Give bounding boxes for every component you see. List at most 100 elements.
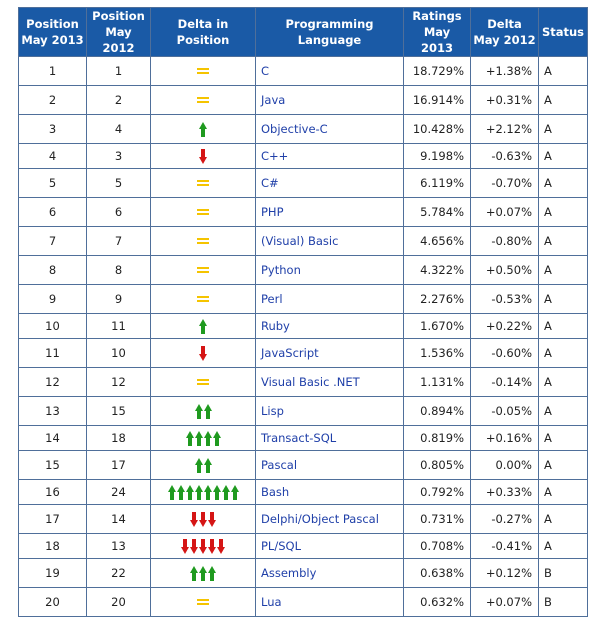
delta-indicator [151, 505, 255, 533]
arrow-down-icon [199, 538, 207, 554]
language-link[interactable]: Python [255, 255, 404, 285]
delta-position-cell [150, 313, 256, 339]
delta-position-cell [150, 558, 256, 588]
status-cell: A [538, 338, 588, 368]
status-cell: A [538, 450, 588, 480]
arrow-up-icon [199, 318, 207, 334]
language-link[interactable]: Visual Basic .NET [255, 367, 404, 397]
delta-indicator [151, 86, 255, 114]
language-link[interactable]: C# [255, 168, 404, 198]
language-link[interactable]: Lisp [255, 396, 404, 426]
position-2013-cell: 20 [18, 587, 87, 617]
status-cell: A [538, 226, 588, 256]
status-cell: A [538, 114, 588, 144]
position-2012-cell: 12 [86, 367, 151, 397]
language-link[interactable]: Java [255, 85, 404, 115]
arrow-up-icon [208, 565, 216, 581]
table-row: 8 8 Python 4.322% +0.50% A [18, 255, 588, 285]
rating-cell: 0.792% [403, 479, 471, 505]
arrow-up-icon [194, 403, 203, 419]
status-cell: B [538, 558, 588, 588]
ranking-table-container: Position May 2013 Position May 2012 Delta … [18, 7, 588, 617]
arrow-down-icon [208, 511, 216, 527]
language-link[interactable]: Ruby [255, 313, 404, 339]
position-2013-cell: 8 [18, 255, 87, 285]
delta-indicator [151, 227, 255, 255]
position-2013-cell: 17 [18, 504, 87, 534]
delta-indicator [151, 368, 255, 396]
rating-cell: 9.198% [403, 143, 471, 169]
equal-sign-icon [197, 599, 209, 605]
arrow-down-icon [190, 538, 198, 554]
language-link[interactable]: Delphi/Object Pascal [255, 504, 404, 534]
arrow-up-icon [185, 430, 194, 446]
delta-position-cell [150, 56, 256, 86]
position-2012-cell: 20 [86, 587, 151, 617]
status-cell: A [538, 85, 588, 115]
rating-cell: 2.276% [403, 284, 471, 314]
table-header: Position May 2013 Position May 2012 Delta … [18, 7, 588, 57]
delta-indicator [151, 426, 255, 450]
rating-cell: 0.638% [403, 558, 471, 588]
position-2013-cell: 13 [18, 396, 87, 426]
language-link[interactable]: PHP [255, 197, 404, 227]
equal-sign-icon [197, 267, 209, 273]
delta-cell: +0.07% [470, 587, 539, 617]
position-2012-cell: 18 [86, 425, 151, 451]
position-2013-cell: 5 [18, 168, 87, 198]
position-2012-cell: 8 [86, 255, 151, 285]
delta-indicator [151, 588, 255, 616]
position-2013-cell: 14 [18, 425, 87, 451]
delta-position-cell [150, 85, 256, 115]
language-link[interactable]: Perl [255, 284, 404, 314]
language-link[interactable]: Objective-C [255, 114, 404, 144]
position-2013-cell: 15 [18, 450, 87, 480]
language-link[interactable]: C++ [255, 143, 404, 169]
equal-sign-icon [197, 379, 209, 385]
language-ranking-table: Position May 2013 Position May 2012 Delta … [18, 7, 588, 617]
language-link[interactable]: Assembly [255, 558, 404, 588]
arrow-up-icon [194, 457, 203, 473]
table-row: 5 5 C# 6.119% -0.70% A [18, 168, 588, 198]
language-link[interactable]: Bash [255, 479, 404, 505]
header-ratings: Ratings May 2013 [403, 7, 471, 57]
table-row: 7 7 (Visual) Basic 4.656% -0.80% A [18, 226, 588, 256]
language-link[interactable]: Lua [255, 587, 404, 617]
table-row: 14 18 Transact-SQL 0.819% +0.16% A [18, 425, 588, 451]
delta-cell: +0.22% [470, 313, 539, 339]
language-link[interactable]: Transact-SQL [255, 425, 404, 451]
delta-position-cell [150, 533, 256, 559]
delta-cell: -0.27% [470, 504, 539, 534]
position-2013-cell: 16 [18, 479, 87, 505]
delta-position-cell [150, 143, 256, 169]
position-2012-cell: 14 [86, 504, 151, 534]
delta-indicator [151, 57, 255, 85]
table-row: 6 6 PHP 5.784% +0.07% A [18, 197, 588, 227]
header-position-2012: Position May 2012 [86, 7, 151, 57]
table-row: 16 24 Bash 0.792% +0.33% A [18, 479, 588, 505]
delta-indicator [151, 559, 255, 587]
arrow-up-icon [203, 430, 212, 446]
language-link[interactable]: JavaScript [255, 338, 404, 368]
language-link[interactable]: C [255, 56, 404, 86]
language-link[interactable]: Pascal [255, 450, 404, 480]
table-row: 19 22 Assembly 0.638% +0.12% B [18, 558, 588, 588]
position-2012-cell: 2 [86, 85, 151, 115]
header-position-2013: Position May 2013 [18, 7, 87, 57]
delta-position-cell [150, 226, 256, 256]
status-cell: A [538, 479, 588, 505]
arrow-down-icon [199, 345, 207, 361]
table-row: 2 2 Java 16.914% +0.31% A [18, 85, 588, 115]
delta-cell: +0.33% [470, 479, 539, 505]
table-row: 13 15 Lisp 0.894% -0.05% A [18, 396, 588, 426]
position-2013-cell: 3 [18, 114, 87, 144]
table-row: 1 1 C 18.729% +1.38% A [18, 56, 588, 86]
position-2012-cell: 3 [86, 143, 151, 169]
arrow-up-icon [203, 484, 212, 500]
delta-cell: +0.31% [470, 85, 539, 115]
delta-indicator [151, 451, 255, 479]
language-link[interactable]: PL/SQL [255, 533, 404, 559]
arrow-up-icon [212, 484, 221, 500]
delta-cell: 0.00% [470, 450, 539, 480]
language-link[interactable]: (Visual) Basic [255, 226, 404, 256]
